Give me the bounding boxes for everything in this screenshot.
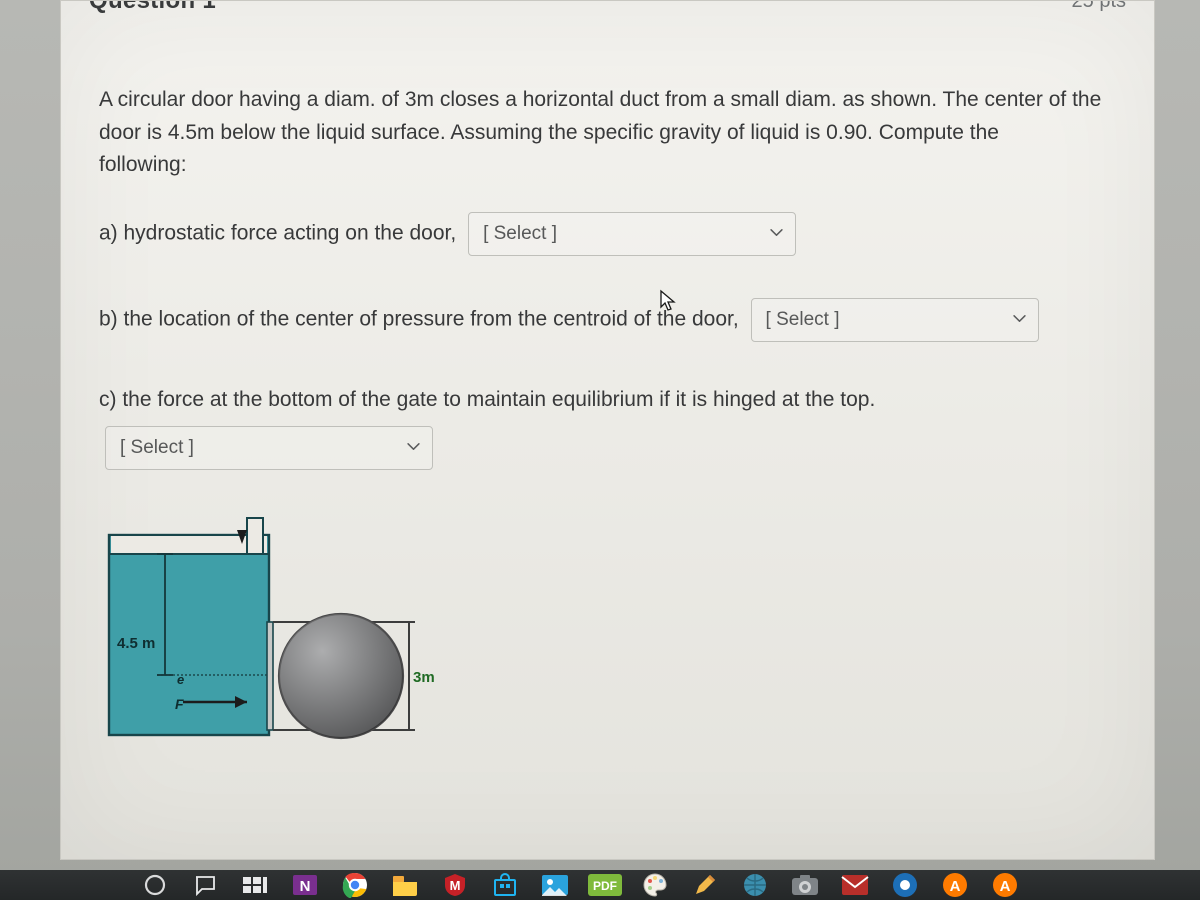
question-points: 25 pts (1072, 1, 1126, 13)
part-a-text: a) hydrostatic force acting on the door, (99, 221, 456, 244)
cortana-icon[interactable] (136, 870, 174, 900)
svg-text:M: M (450, 878, 461, 893)
diameter-label: 3m (413, 669, 435, 686)
select-placeholder: [ Select ] (120, 433, 194, 462)
question-title: Question 1 (89, 1, 216, 15)
prompt-line: door is 4.5m below the liquid surface. A… (99, 121, 999, 144)
onenote-icon[interactable]: N (286, 870, 324, 900)
question-body: A circular door having a diam. of 3m clo… (89, 19, 1126, 761)
prompt-line: following: (99, 153, 187, 176)
svg-text:F: F (175, 696, 184, 712)
select-placeholder: [ Select ] (483, 219, 557, 248)
settings-globe-icon[interactable] (736, 870, 774, 900)
taskbar[interactable]: N M PDF (0, 870, 1200, 900)
paint-icon[interactable] (636, 870, 674, 900)
select-placeholder: [ Select ] (766, 305, 840, 334)
select-a[interactable]: [ Select ] (468, 212, 796, 256)
chevron-down-icon (752, 219, 783, 248)
part-b-text: b) the location of the center of pressur… (99, 307, 739, 330)
part-c: c) the force at the bottom of the gate t… (99, 384, 1116, 471)
svg-text:N: N (300, 878, 311, 895)
camera-icon[interactable] (786, 870, 824, 900)
svg-text:PDF: PDF (593, 879, 617, 893)
problem-diagram: 4.5 m e F (97, 500, 1116, 761)
mcafee-icon[interactable]: M (436, 870, 474, 900)
select-c[interactable]: [ Select ] (105, 426, 433, 470)
svg-text:e: e (177, 672, 184, 687)
avast2-icon[interactable]: A (986, 870, 1024, 900)
question-card: Question 1 25 pts A circular door having… (60, 0, 1155, 860)
part-c-text: c) the force at the bottom of the gate t… (99, 388, 875, 411)
select-b[interactable]: [ Select ] (751, 298, 1039, 342)
file-explorer-icon[interactable] (386, 870, 424, 900)
svg-text:A: A (950, 878, 961, 895)
problem-statement: A circular door having a diam. of 3m clo… (99, 84, 1116, 182)
store-icon[interactable] (486, 870, 524, 900)
screen: Question 1 25 pts A circular door having… (0, 0, 1200, 900)
question-header: Question 1 25 pts (89, 1, 1126, 19)
svg-text:A: A (1000, 878, 1011, 895)
prompt-line: A circular door having a diam. of 3m clo… (99, 88, 1101, 111)
mail-icon[interactable] (836, 870, 874, 900)
avast-icon[interactable]: A (936, 870, 974, 900)
part-a: a) hydrostatic force acting on the door,… (99, 212, 1116, 256)
record-icon[interactable] (886, 870, 924, 900)
task-view-icon[interactable] (236, 870, 274, 900)
part-b: b) the location of the center of pressur… (99, 298, 1116, 342)
chrome-icon[interactable] (336, 870, 374, 900)
pencil-icon[interactable] (686, 870, 724, 900)
chevron-down-icon (389, 433, 420, 462)
speech-bubble-icon[interactable] (186, 870, 224, 900)
depth-label: 4.5 m (117, 635, 155, 652)
photos-icon[interactable] (536, 870, 574, 900)
pdf-icon[interactable]: PDF (586, 870, 624, 900)
chevron-down-icon (995, 305, 1026, 334)
